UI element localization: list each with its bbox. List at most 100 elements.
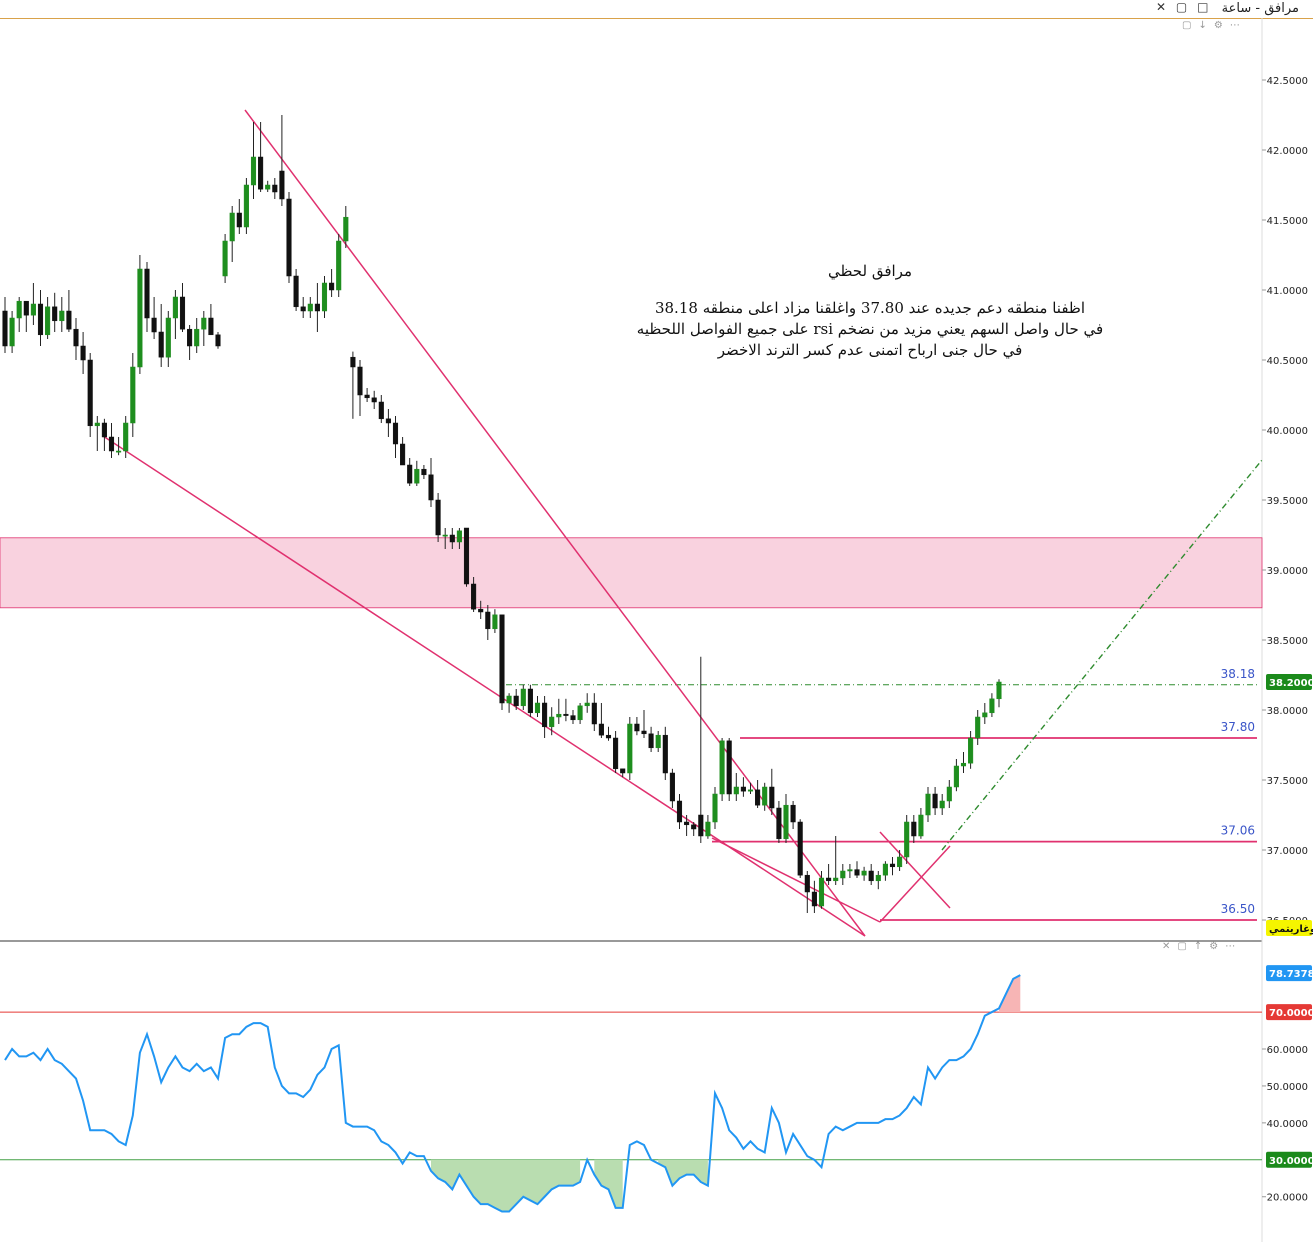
rsi-oversold-fill [594, 1159, 623, 1208]
candle-body [449, 534, 455, 543]
price-tick-label: 41.0000 [1267, 286, 1308, 297]
pane-more-icon[interactable]: ⋯ [1229, 20, 1240, 31]
candle-body [258, 156, 264, 190]
candle-body [669, 772, 675, 802]
trendline [879, 845, 951, 923]
rsi-line [4, 974, 1021, 1213]
candle-body [783, 804, 789, 840]
candle-body [222, 240, 228, 277]
candle-body [889, 863, 896, 868]
trendline [879, 831, 951, 909]
candle-body [492, 614, 498, 630]
rsi-close-icon[interactable]: ✕ [1162, 941, 1171, 952]
trendlines [102, 109, 1263, 937]
candle-body [300, 306, 306, 312]
candle-body [861, 870, 867, 876]
pane-restore-icon[interactable]: ▢ [1182, 20, 1192, 31]
candle-body [442, 534, 448, 537]
rsi-restore-icon[interactable]: ▢ [1177, 941, 1187, 952]
candle-body [187, 328, 193, 347]
note-line-1: اظفنا منطقه دعم جديده عند 37.80 واغلقنا … [654, 299, 1086, 317]
candle-body [400, 443, 406, 466]
close-icon[interactable]: ✕ [1156, 0, 1167, 14]
candle-body [435, 499, 441, 536]
restore-icon[interactable]: ▢ [1175, 0, 1188, 14]
rsi-tick-label: 60.0000 [1267, 1045, 1308, 1056]
candle-body [570, 715, 576, 721]
rsi-overbought-badge-bg [1266, 1004, 1312, 1021]
candle-body [676, 800, 683, 823]
note-heading: مرافق لحظي [828, 262, 912, 280]
candle-body [179, 296, 186, 330]
candle-body [9, 317, 15, 347]
candle-body [556, 713, 562, 718]
candle-body [747, 789, 754, 792]
candle-body [158, 331, 164, 358]
candle-body [769, 786, 775, 809]
rsi-value-badge-bg [1266, 965, 1312, 982]
candle-body [364, 394, 370, 399]
candle-body [982, 712, 988, 718]
candle-body [549, 716, 555, 728]
rsi-indicator [0, 974, 1262, 1213]
candle-body [80, 345, 86, 361]
candle-body [577, 705, 583, 721]
candle-body [563, 713, 569, 716]
current-price-badge: 38.2000 [1269, 678, 1313, 689]
candle-body [762, 786, 768, 806]
candle-body [236, 212, 242, 228]
candle-body [194, 328, 200, 347]
candle-body [648, 733, 654, 749]
pane-settings-icon[interactable]: ⚙ [1213, 20, 1223, 31]
candle-body [94, 422, 100, 427]
candle-body [868, 870, 874, 882]
price-tick-label: 41.5000 [1267, 216, 1308, 227]
candle-body [904, 821, 910, 858]
candle-body [989, 698, 995, 714]
candle-body [137, 268, 143, 368]
candle-body [776, 807, 782, 840]
candle-body [875, 874, 881, 882]
window-controls: ✕ ▢ □ [1156, 0, 1214, 14]
candle-body [513, 695, 519, 707]
candle-body [314, 303, 320, 312]
candle-body [960, 762, 967, 767]
candle-body [52, 306, 58, 322]
candle-body [478, 608, 484, 613]
candle-body [66, 310, 72, 330]
candle-body [279, 170, 285, 200]
candle-body [428, 474, 434, 501]
candle-body [30, 303, 36, 316]
candle-body [101, 422, 107, 438]
price-tick-label: 39.5000 [1267, 496, 1308, 507]
rsi-settings-icon[interactable]: ⚙ [1209, 941, 1219, 952]
candle-body [520, 688, 526, 707]
trendline [102, 435, 866, 937]
zone-rect [0, 537, 1263, 609]
note-line-3: في حال جنى ارباح اتمنى عدم كسر الترند ال… [717, 341, 1023, 359]
rsi-value-badge: 78.7378 [1269, 969, 1313, 980]
horizontal-levels: 38.18 37.80 37.06 36.50 [506, 667, 1257, 921]
maximize-icon[interactable]: □ [1197, 0, 1209, 14]
candle-body [499, 614, 505, 704]
candle-body [968, 737, 974, 764]
candle-body [726, 740, 732, 795]
rsi-axis: 60.0000 50.0000 40.0000 20.0000 [1262, 1045, 1308, 1204]
candle-body [691, 824, 697, 830]
rsi-up-icon[interactable]: ↑ [1193, 941, 1203, 952]
level-label: 37.80 [1221, 720, 1255, 734]
candle-body [534, 702, 541, 714]
resistance-zone [0, 537, 1263, 609]
candle-body [265, 184, 271, 190]
candle-body [833, 877, 839, 882]
candle-body [897, 856, 903, 868]
candle-body [336, 240, 342, 291]
candle-body [854, 869, 860, 876]
rsi-more-icon[interactable]: ⋯ [1225, 941, 1236, 952]
candle-body [797, 821, 803, 876]
candle-body [598, 723, 604, 736]
pane-down-icon[interactable]: ↓ [1198, 20, 1207, 31]
candle-body [357, 366, 363, 396]
candle-body [151, 317, 157, 333]
